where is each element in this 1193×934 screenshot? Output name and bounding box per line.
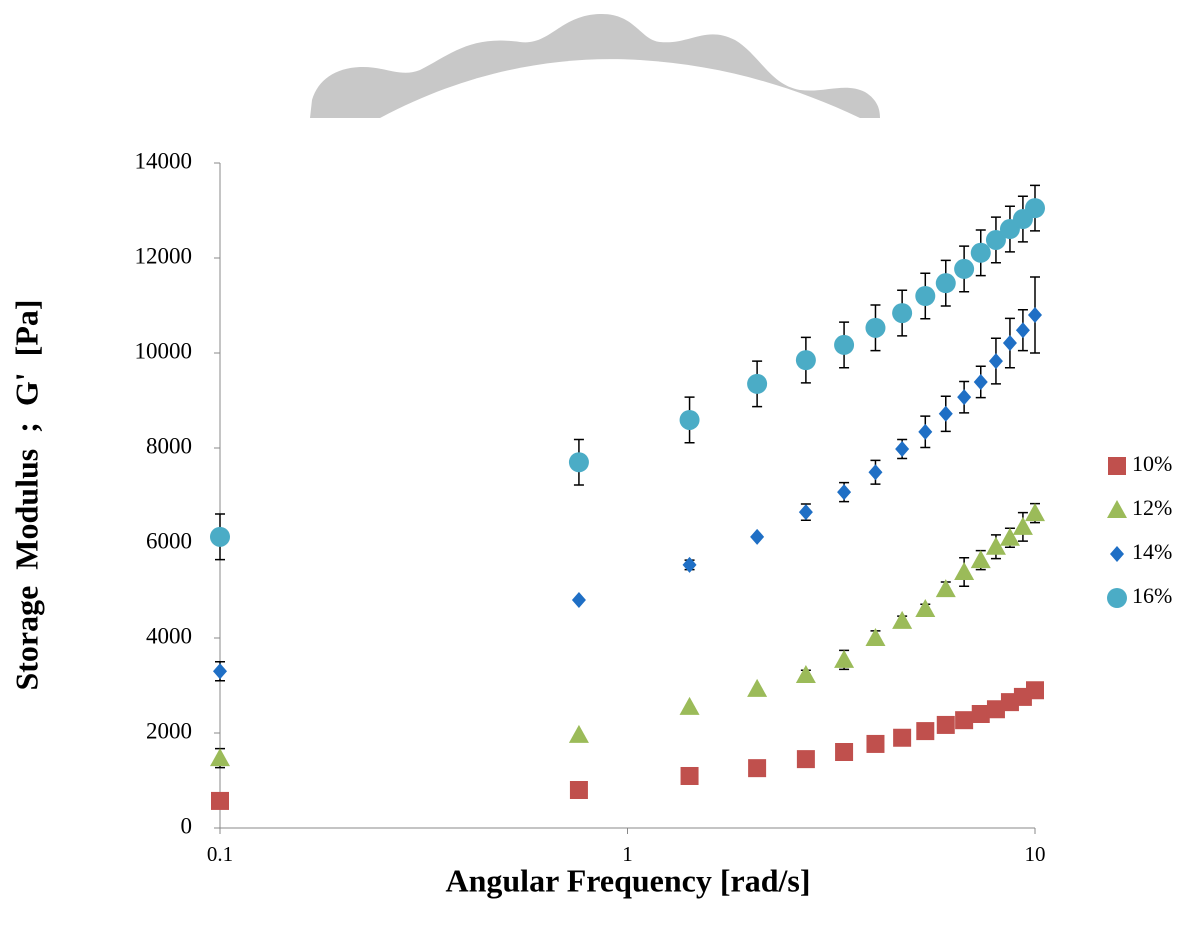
data-point bbox=[568, 452, 589, 473]
data-point bbox=[895, 440, 910, 457]
data-point bbox=[795, 665, 816, 684]
data-point bbox=[682, 556, 697, 573]
y-tick-label: 8000 bbox=[146, 433, 192, 458]
data-point bbox=[955, 711, 974, 730]
data-point bbox=[834, 649, 855, 668]
data-point bbox=[893, 728, 912, 747]
y-tick-label: 6000 bbox=[146, 528, 192, 553]
data-point bbox=[568, 724, 589, 743]
data-point bbox=[210, 526, 230, 547]
data-point bbox=[679, 409, 700, 430]
legend-label: 12% bbox=[1132, 495, 1172, 520]
data-point bbox=[985, 536, 1006, 555]
data-point bbox=[796, 750, 815, 769]
data-point bbox=[748, 759, 767, 778]
data-point bbox=[971, 705, 990, 723]
legend-marker bbox=[1107, 588, 1127, 608]
data-point bbox=[837, 484, 852, 501]
data-point bbox=[915, 599, 936, 618]
data-point bbox=[918, 423, 933, 440]
y-tick-label: 2000 bbox=[146, 718, 192, 743]
data-point bbox=[915, 286, 936, 306]
y-tick-label: 0 bbox=[181, 813, 193, 838]
data-point bbox=[999, 527, 1020, 546]
data-point bbox=[1028, 307, 1042, 323]
legend-label: 10% bbox=[1132, 451, 1172, 476]
data-point bbox=[747, 678, 768, 697]
y-axis-title: Storage Modulus ; G' [Pa] bbox=[8, 299, 44, 690]
data-point bbox=[1015, 322, 1030, 339]
data-point bbox=[1002, 335, 1017, 352]
data-point bbox=[916, 722, 935, 741]
legend-marker bbox=[1108, 457, 1126, 475]
data-point bbox=[957, 389, 972, 406]
data-point bbox=[571, 592, 586, 608]
data-point bbox=[938, 405, 953, 422]
data-point bbox=[1026, 681, 1044, 700]
data-point bbox=[868, 464, 883, 481]
data-point bbox=[210, 748, 230, 767]
data-point bbox=[835, 743, 854, 761]
legend-label: 14% bbox=[1132, 539, 1172, 564]
data-point bbox=[970, 550, 991, 569]
data-point bbox=[834, 334, 855, 355]
data-point bbox=[970, 242, 991, 263]
data-point bbox=[211, 791, 229, 810]
data-point bbox=[680, 766, 699, 785]
data-point bbox=[747, 373, 768, 394]
y-tick-label: 10000 bbox=[135, 338, 193, 363]
data-point bbox=[892, 303, 913, 324]
data-point bbox=[1025, 198, 1045, 219]
data-point bbox=[679, 696, 700, 715]
data-point bbox=[1025, 503, 1045, 522]
x-tick-label: 1 bbox=[622, 842, 633, 866]
y-tick-label: 4000 bbox=[146, 623, 192, 648]
data-point bbox=[986, 700, 1005, 719]
data-point bbox=[750, 528, 765, 545]
data-point bbox=[865, 628, 886, 646]
data-point bbox=[935, 273, 956, 294]
data-point bbox=[935, 579, 956, 598]
data-point bbox=[798, 504, 813, 521]
legend-marker bbox=[1110, 546, 1124, 562]
data-point bbox=[569, 781, 588, 799]
data-point bbox=[892, 610, 913, 629]
data-point bbox=[954, 258, 975, 279]
data-point bbox=[795, 350, 816, 371]
data-point bbox=[866, 734, 885, 753]
y-tick-label: 12000 bbox=[135, 243, 193, 268]
background-shape-cut bbox=[380, 59, 860, 118]
data-point bbox=[988, 353, 1003, 370]
legend-label: 16% bbox=[1132, 583, 1172, 608]
data-point bbox=[865, 317, 886, 338]
x-tick-label: 10 bbox=[1025, 842, 1046, 866]
data-point bbox=[954, 561, 975, 580]
data-point bbox=[985, 229, 1006, 250]
x-tick-label: 0.1 bbox=[207, 842, 233, 866]
data-point bbox=[973, 373, 988, 390]
legend-marker bbox=[1107, 500, 1127, 518]
data-point bbox=[1012, 516, 1033, 535]
data-point bbox=[936, 715, 955, 734]
data-point bbox=[213, 663, 227, 680]
x-axis-title: Angular Frequency [rad/s] bbox=[445, 862, 810, 898]
y-tick-label: 14000 bbox=[135, 148, 193, 173]
